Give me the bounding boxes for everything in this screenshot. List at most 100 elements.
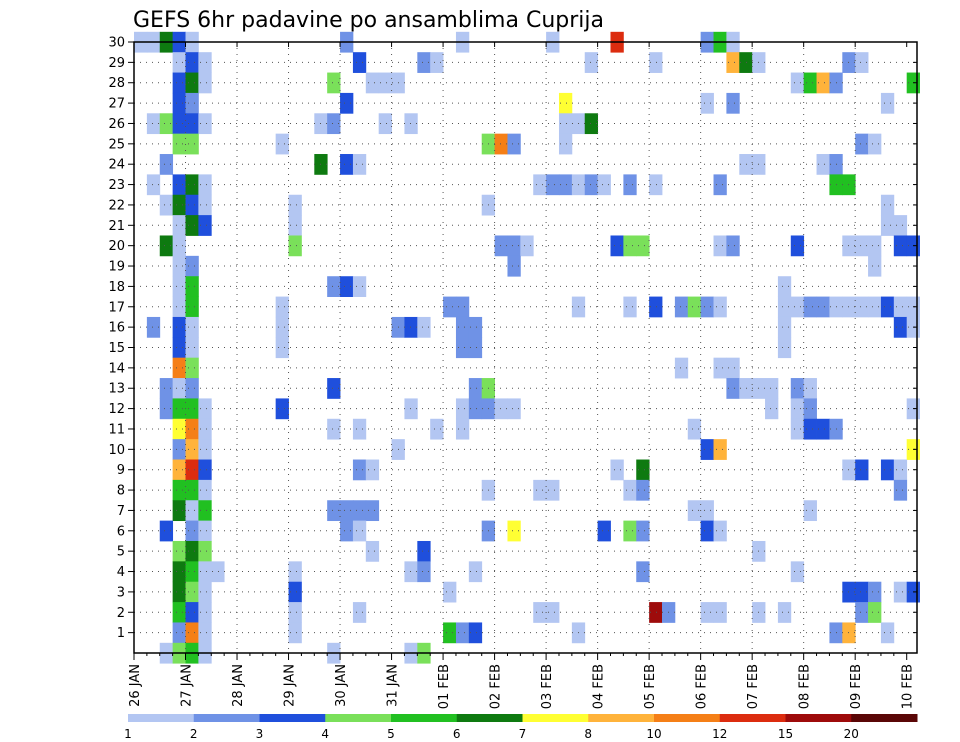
precip-cell <box>623 235 637 257</box>
precip-cell <box>172 255 186 277</box>
precip-cell <box>713 439 727 460</box>
precip-cell <box>159 520 174 542</box>
precip-cell <box>455 337 470 359</box>
y-axis: 1234567891011121314151617181920212223242… <box>108 36 917 641</box>
precip-cell <box>700 500 714 522</box>
precip-cell <box>430 418 444 440</box>
precip-cell <box>893 316 908 338</box>
precip-cell <box>636 459 650 481</box>
colorbar-label: 4 <box>321 727 329 741</box>
precip-cell <box>790 418 805 440</box>
precip-cell <box>443 622 457 644</box>
colorbar-label: 10 <box>646 727 661 741</box>
precip-cell <box>558 113 573 135</box>
y-tick-label: 23 <box>108 178 125 193</box>
precip-cell <box>172 337 186 359</box>
precip-cell <box>365 459 380 481</box>
precip-cell <box>726 357 740 379</box>
x-tick-label: 26 JAN <box>128 664 143 707</box>
x-tick-label: 03 FEB <box>540 664 555 709</box>
precip-cell <box>790 561 805 583</box>
y-tick-label: 6 <box>117 524 125 539</box>
precip-cell <box>687 296 702 318</box>
y-tick-label: 9 <box>117 463 125 478</box>
colorbar-label: 8 <box>584 727 592 741</box>
precip-cell <box>790 235 805 257</box>
precip-cell <box>352 520 367 542</box>
precip-cell <box>868 255 882 277</box>
precip-cell <box>700 439 714 460</box>
precip-cell <box>855 581 869 603</box>
precip-cell <box>713 602 727 623</box>
precip-cell <box>880 296 895 318</box>
y-tick-label: 16 <box>108 321 125 336</box>
precip-cell <box>597 520 611 542</box>
colorbar-swatch <box>259 714 326 722</box>
precip-cell <box>275 296 289 318</box>
precip-cell <box>855 296 869 318</box>
precip-cell <box>185 602 199 623</box>
y-tick-label: 28 <box>108 76 125 91</box>
precip-cell <box>468 398 483 420</box>
precip-cell <box>198 622 212 644</box>
precip-cell <box>687 418 702 440</box>
precip-cell <box>700 520 714 542</box>
precip-cell <box>340 92 354 114</box>
y-tick-label: 11 <box>108 422 125 437</box>
precip-cell <box>185 439 199 460</box>
precip-cell <box>185 92 199 114</box>
precip-cell <box>855 52 869 73</box>
precip-cell <box>649 602 663 623</box>
precip-cell <box>185 194 199 216</box>
precip-cell <box>533 602 547 623</box>
precip-cell <box>610 235 624 257</box>
precip-cell <box>700 296 714 318</box>
precip-cell <box>198 581 212 603</box>
precip-cell <box>790 296 805 318</box>
x-tick-label: 08 FEB <box>798 664 813 709</box>
colorbar-label: 5 <box>387 727 395 741</box>
precip-cell <box>855 235 869 257</box>
y-tick-label: 8 <box>117 484 125 499</box>
precip-cell <box>275 398 289 420</box>
precip-cell <box>198 174 212 196</box>
precip-cell <box>172 194 186 216</box>
precip-cell <box>172 92 186 114</box>
precip-cell <box>352 276 367 297</box>
precip-cell <box>558 92 573 114</box>
y-tick-label: 4 <box>117 565 125 580</box>
x-tick-label: 27 JAN <box>180 664 195 707</box>
precip-cell <box>404 113 418 135</box>
precip-cell <box>623 296 637 318</box>
colorbar-label: 12 <box>712 727 727 741</box>
precip-cell <box>172 561 186 583</box>
precip-cell <box>893 459 908 481</box>
precip-cell <box>468 337 483 359</box>
precip-cell <box>185 459 199 481</box>
precip-cell <box>185 52 199 73</box>
precip-cell <box>275 133 289 155</box>
precip-cell <box>185 357 199 379</box>
colorbar-swatch <box>588 714 655 722</box>
precip-cell <box>327 113 341 135</box>
precip-cell <box>404 398 418 420</box>
precip-cell <box>816 418 830 440</box>
colorbar-label: 20 <box>844 727 859 741</box>
precip-cell <box>546 479 560 501</box>
precip-cell <box>494 235 508 257</box>
y-tick-label: 17 <box>108 300 125 315</box>
precip-cell <box>185 133 199 155</box>
precip-cell <box>546 602 560 623</box>
precip-cell <box>816 154 830 175</box>
precip-cell <box>365 500 380 522</box>
precip-cell <box>198 418 212 440</box>
precip-cell <box>726 92 740 114</box>
x-axis: 26 JAN 27 JAN 28 JAN 29 JAN 30 JAN 31 JAN 01 F… <box>128 42 916 709</box>
precip-cell <box>533 174 547 196</box>
precip-cell <box>172 459 186 481</box>
precip-cell <box>198 52 212 73</box>
precip-cell <box>558 174 573 196</box>
colorbar-swatch <box>456 714 523 722</box>
precip-cell <box>777 276 792 297</box>
colorbar-label: 1 <box>124 727 132 741</box>
